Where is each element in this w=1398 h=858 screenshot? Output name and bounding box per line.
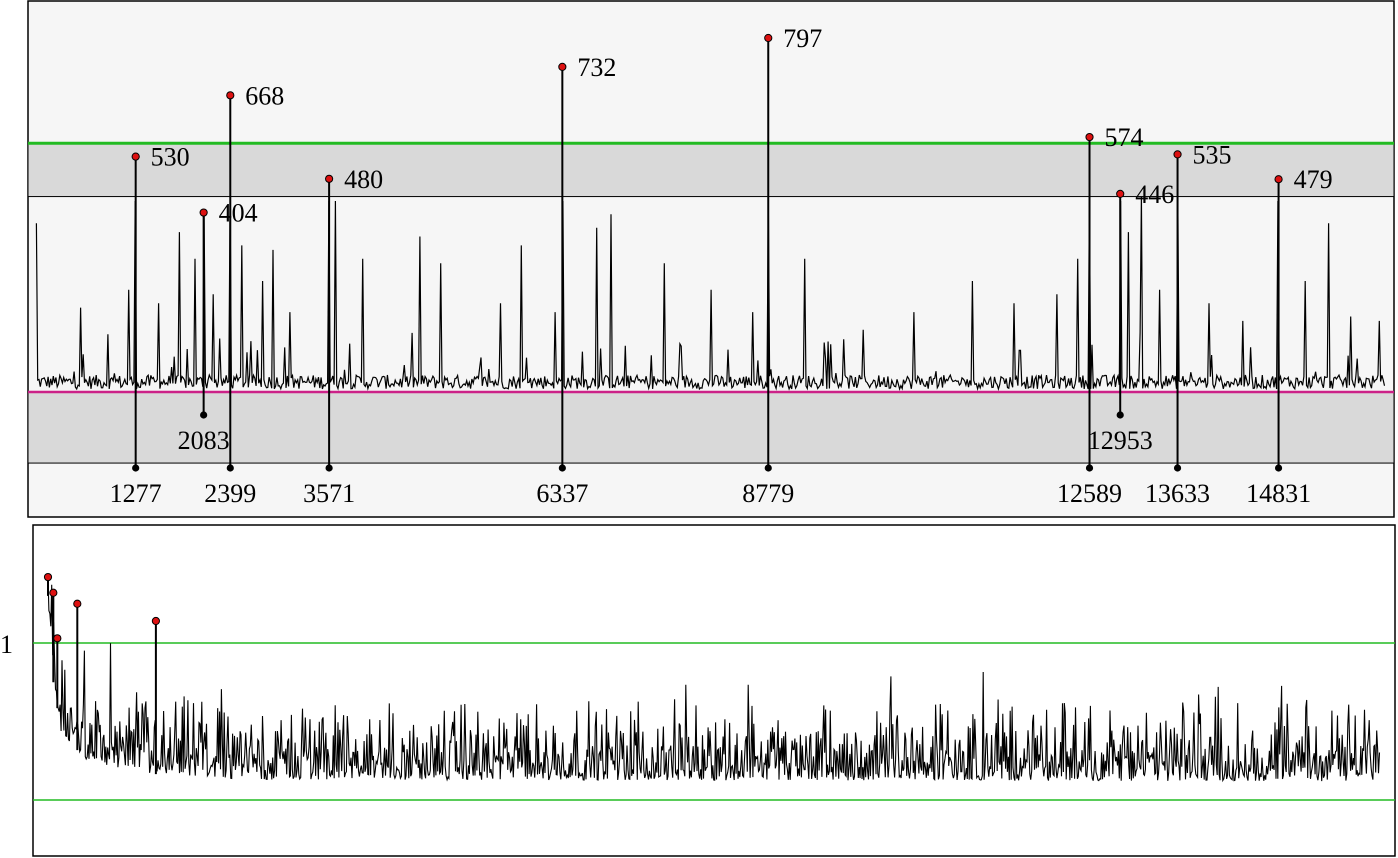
- normalized-peak-marker: [53, 634, 62, 643]
- normalized-peak: [43, 572, 53, 596]
- normalized-peak-marker: [43, 572, 53, 582]
- peak-annotation: 535 13633: [1145, 140, 1232, 508]
- normalized-peak-marker: [49, 588, 58, 597]
- peak-height-label: 535: [1193, 140, 1232, 169]
- normalized-peak: [151, 616, 160, 775]
- peak-height-label: 479: [1294, 165, 1333, 194]
- peak-annotation: 530 1277: [110, 143, 190, 508]
- normalized-peak-marker: [151, 616, 160, 626]
- peak-marker: [1274, 175, 1283, 184]
- peak-annotation: 446 12953: [1088, 180, 1175, 455]
- peak-position-label: 12953: [1088, 426, 1153, 455]
- peak-marker: [1173, 150, 1182, 159]
- peak-height-label: 446: [1135, 180, 1174, 209]
- peak-position-label: 8779: [742, 479, 794, 508]
- peak-marker: [325, 174, 334, 183]
- peak-position-dot: [764, 464, 772, 472]
- peak-height-label: 732: [577, 53, 616, 82]
- peak-position-label: 1277: [110, 479, 162, 508]
- peak-position-dot: [325, 464, 333, 472]
- peak-position-label: 6337: [536, 479, 588, 508]
- peak-annotation: 479 14831: [1246, 165, 1333, 508]
- peak-marker: [1116, 189, 1125, 199]
- peak-position-dot: [558, 464, 566, 472]
- peak-marker: [764, 33, 773, 43]
- signal-trace: [35, 196, 1386, 392]
- peak-marker: [1085, 132, 1094, 142]
- peak-annotation: 480 3571: [303, 165, 383, 508]
- bottom-panel-background: [32, 524, 1396, 857]
- peak-marker: [558, 62, 567, 71]
- peak-position-label: 2399: [204, 479, 256, 508]
- normalized-peak: [73, 599, 82, 751]
- peak-position-label: 14831: [1246, 479, 1311, 508]
- peak-height-label: 668: [245, 81, 284, 110]
- peak-marker: [226, 91, 235, 100]
- peak-position-label: 13633: [1145, 479, 1210, 508]
- peak-annotation: 574 12589: [1057, 123, 1144, 508]
- peak-height-label: 574: [1105, 123, 1144, 152]
- y-tick-label: 1: [0, 630, 13, 659]
- peak-annotation: 797 8779: [742, 24, 822, 508]
- peak-height-label: 797: [783, 24, 822, 53]
- normalized-peak: [53, 634, 62, 709]
- peak-annotation: 732 6337: [536, 53, 616, 508]
- peak-position-label: 12589: [1057, 479, 1122, 508]
- peak-annotation: 404 2083: [178, 199, 258, 455]
- normalized-peak-markers: [43, 572, 160, 775]
- peak-position-label: 3571: [303, 479, 355, 508]
- signal-line: [35, 196, 1386, 392]
- peak-height-label: 404: [219, 199, 258, 228]
- normalized-signal-line: [47, 576, 1381, 783]
- peak-position-dot: [132, 464, 140, 472]
- peak-position-dot: [1116, 411, 1124, 419]
- peak-position-dot: [1274, 464, 1283, 472]
- peak-position-dot: [200, 411, 208, 419]
- peak-position-label: 2083: [178, 426, 230, 455]
- normalized-panel: 1: [0, 524, 1396, 857]
- shaded-band: [27, 391, 1395, 464]
- normalized-signal-trace: [47, 576, 1381, 783]
- peak-position-dot: [1173, 464, 1182, 472]
- peak-detection-panel: 530 1277 404 2083 668 2399 480 3571 732 6337 797 87…: [27, 0, 1395, 518]
- peak-position-dot: [1085, 464, 1094, 472]
- peak-height-label: 530: [151, 143, 190, 172]
- peak-marker: [131, 152, 140, 161]
- peak-height-label: 480: [344, 165, 383, 194]
- peak-annotation: 668 2399: [204, 81, 284, 508]
- peak-position-dot: [226, 464, 234, 472]
- threshold-lines: [33, 642, 1395, 801]
- annotated-peaks: 530 1277 404 2083 668 2399 480 3571 732 6337 797 87…: [110, 24, 1333, 508]
- shaded-band: [27, 142, 1395, 198]
- normalized-peak-marker: [73, 599, 82, 608]
- peak-marker: [199, 208, 208, 217]
